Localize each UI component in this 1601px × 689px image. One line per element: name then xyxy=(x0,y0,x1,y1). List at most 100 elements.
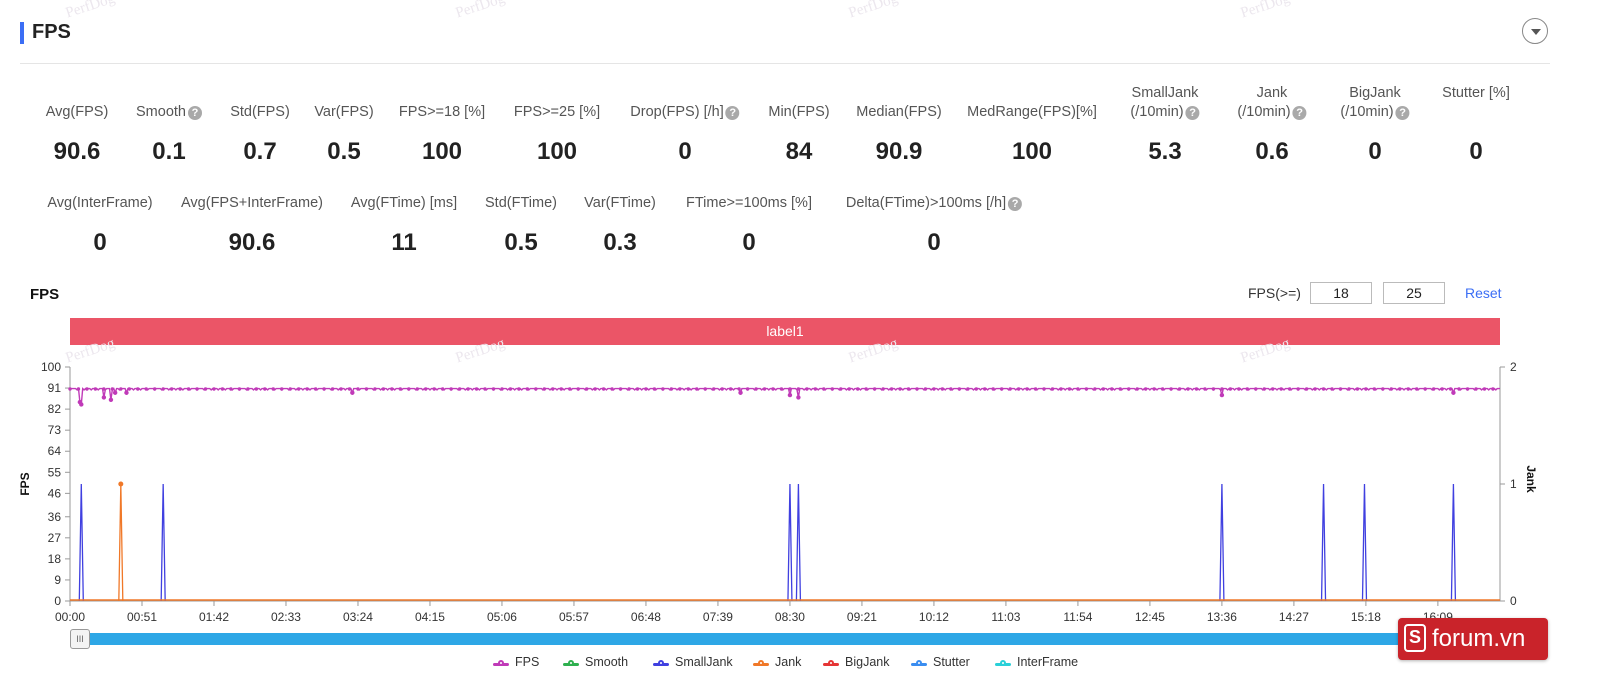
fps-point xyxy=(1228,387,1233,391)
fps-point xyxy=(1169,387,1173,391)
help-icon[interactable]: ? xyxy=(1395,106,1410,120)
time-range-slider[interactable] xyxy=(72,633,1500,645)
fps-point xyxy=(1279,387,1283,391)
fps-point xyxy=(432,387,436,391)
fps-point xyxy=(1296,387,1300,391)
legend-item-smooth[interactable]: Smooth xyxy=(563,655,628,669)
fps-point xyxy=(398,387,403,391)
fps-point xyxy=(712,387,716,391)
fps-point xyxy=(229,387,233,391)
fps-line-chart[interactable]: 0 9 18 27 36 46 55 64 73 82 91 100 0 1 2 FPS Jank 00:00 00… xyxy=(0,350,1601,625)
metric-label-line2: (/10min) xyxy=(1237,104,1291,120)
jank-spike-smalljank xyxy=(1450,483,1457,602)
legend-item-jank[interactable]: Jank xyxy=(753,655,802,669)
fps-point xyxy=(1220,387,1224,391)
help-icon[interactable]: ? xyxy=(1008,197,1023,211)
fps-point xyxy=(678,387,682,391)
fps-point xyxy=(483,387,487,391)
fps-point xyxy=(373,387,377,391)
fps-point xyxy=(1381,387,1385,391)
metric-label: Avg(FPS+InterFrame) xyxy=(181,195,323,211)
metric-label: FPS>=18 [%] xyxy=(398,104,486,120)
fps-point xyxy=(542,387,547,391)
legend-label: Jank xyxy=(775,655,802,669)
fps-point xyxy=(1152,387,1156,391)
label-band[interactable]: label1 xyxy=(70,318,1500,345)
fps-point xyxy=(491,387,496,391)
legend-label: SmallJank xyxy=(675,655,733,669)
fps-point xyxy=(966,387,970,391)
fps-point xyxy=(695,387,699,391)
help-icon[interactable]: ? xyxy=(1185,106,1200,120)
legend-item-smalljank[interactable]: SmallJank xyxy=(653,655,733,669)
fps-point xyxy=(1347,387,1351,391)
fps-point xyxy=(1423,387,1427,391)
fps-point xyxy=(440,387,445,391)
fps-point xyxy=(593,387,597,391)
collapse-toggle-icon[interactable] xyxy=(1522,18,1548,44)
reset-link[interactable]: Reset xyxy=(1465,285,1502,301)
legend-item-bigjank[interactable]: BigJank xyxy=(823,655,889,669)
fps-point xyxy=(85,387,89,391)
fps-point xyxy=(932,387,936,391)
y-tick-label: 27 xyxy=(48,531,62,545)
jank-spike-smalljank xyxy=(795,483,802,602)
metric-metrics_row2-1: Avg(FPS+InterFrame) 90.6 xyxy=(181,194,323,256)
fps-point xyxy=(1110,387,1114,391)
threshold-low-input[interactable] xyxy=(1310,282,1372,304)
fps-point xyxy=(517,387,521,391)
legend-item-interframe[interactable]: InterFrame xyxy=(995,655,1078,669)
fps-point xyxy=(280,387,284,391)
x-tick-label: 00:51 xyxy=(127,610,157,624)
fps-point xyxy=(551,387,555,391)
fps-point xyxy=(119,387,123,391)
jank-point xyxy=(118,481,124,487)
threshold-high-input[interactable] xyxy=(1383,282,1445,304)
metric-metrics_row1_jank-2: BigJank (/10min)? 0 xyxy=(1340,84,1410,165)
fps-point xyxy=(127,387,131,391)
fps-point xyxy=(584,387,589,391)
slider-handle-left[interactable]: III xyxy=(70,629,90,649)
x-tick-label: 12:45 xyxy=(1135,610,1165,624)
fps-dip-point xyxy=(112,390,118,395)
y2-tick-label: 2 xyxy=(1510,360,1517,374)
y-tick-label: 73 xyxy=(48,423,62,437)
help-icon[interactable]: ? xyxy=(187,106,202,120)
fps-point xyxy=(1372,387,1377,391)
metric-value: 0 xyxy=(1368,138,1382,165)
metric-value: 100 xyxy=(421,138,463,165)
metric-label-line1: BigJank xyxy=(1349,85,1401,101)
y-tick-label: 36 xyxy=(48,510,62,524)
help-icon[interactable]: ? xyxy=(725,106,740,120)
fps-point xyxy=(356,387,360,391)
fps-point xyxy=(1186,387,1190,391)
metric-metrics_row1-0: Avg(FPS) 90.6 xyxy=(46,103,109,165)
help-icon[interactable]: ? xyxy=(1292,106,1307,120)
legend-item-stutter[interactable]: Stutter xyxy=(911,655,970,669)
fps-point xyxy=(322,387,326,391)
fps-point xyxy=(1474,387,1478,391)
fps-point xyxy=(1160,387,1165,391)
fps-point xyxy=(152,387,157,391)
fps-series-line xyxy=(69,387,1500,407)
fps-point xyxy=(1016,387,1021,391)
fps-point xyxy=(830,387,834,391)
fps-point xyxy=(1389,387,1394,391)
fps-threshold-label: FPS(>=) xyxy=(1248,285,1301,301)
fps-point xyxy=(1465,387,1470,391)
y-tick-label: 0 xyxy=(54,594,61,608)
fps-point xyxy=(1101,387,1106,391)
jank-spike-smalljank xyxy=(160,483,166,602)
fps-point xyxy=(271,387,275,391)
metric-label: Delta(FTime)>100ms [/h] xyxy=(845,195,1007,211)
fps-point xyxy=(305,387,309,391)
legend-item-fps[interactable]: FPS xyxy=(493,655,539,669)
fps-point xyxy=(330,387,335,391)
fps-dip-point xyxy=(796,395,801,400)
chart-title: FPS xyxy=(30,286,60,303)
fps-point xyxy=(1025,387,1029,391)
fps-point xyxy=(983,387,987,391)
fps-point xyxy=(703,387,707,391)
metric-metrics_row1-3: Var(FPS) 0.5 xyxy=(314,103,373,165)
fps-point xyxy=(339,387,343,391)
